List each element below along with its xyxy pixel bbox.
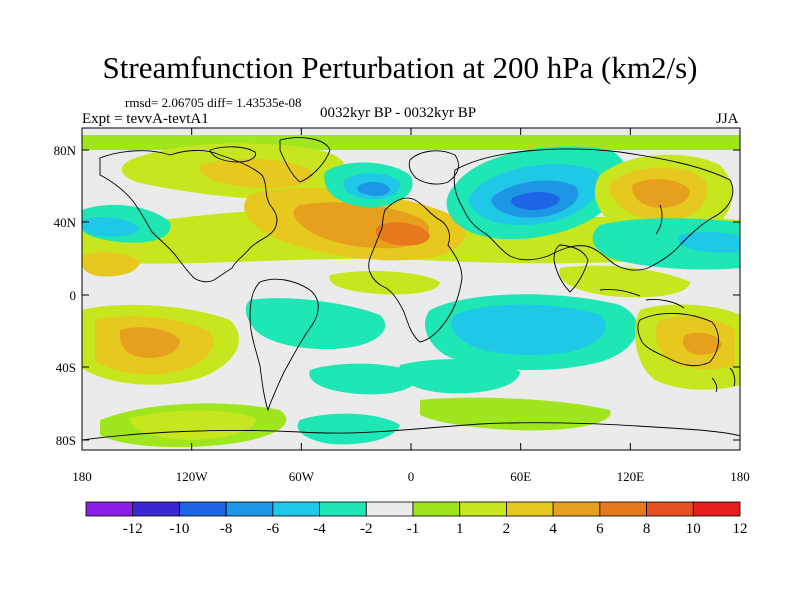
lon-tick-label: 0 <box>408 469 415 484</box>
colorbar-swatch <box>646 501 694 517</box>
colorbar-label: -4 <box>313 521 326 537</box>
colorbar-label: -2 <box>360 521 373 537</box>
colorbar-label: 12 <box>733 521 748 537</box>
colorbar-label: 6 <box>596 521 604 537</box>
coastlines <box>82 137 740 441</box>
colorbar-swatch <box>225 501 274 517</box>
lat-tick-label: 40N <box>54 215 77 230</box>
colorbar-swatch <box>459 501 507 517</box>
period-label: 0032kyr BP - 0032kyr BP <box>320 105 477 121</box>
lon-tick-label: 180 <box>72 469 92 484</box>
rmsd-diff-stats: rmsd= 2.06705 diff= 1.43535e-08 <box>125 95 302 110</box>
latitude-axis: 80N 40N 0 40S 80S <box>54 143 740 448</box>
season-label: JJA <box>716 111 739 127</box>
colorbar-swatch <box>506 501 554 517</box>
experiment-label: Expt = tevvA-tevtA1 <box>82 111 209 127</box>
colorbar-label: 8 <box>643 521 651 537</box>
lat-tick-label: 0 <box>70 288 77 303</box>
lat-tick-label: 40S <box>56 360 76 375</box>
lat-tick-label: 80S <box>56 433 76 448</box>
longitude-axis: 180 120W 60W 0 60E 120E 180 <box>72 128 750 484</box>
map-panel <box>81 127 741 451</box>
colorbar-swatch <box>85 501 134 517</box>
lon-tick-label: 60E <box>510 469 531 484</box>
colorbar-swatch <box>412 501 461 517</box>
colorbar-swatch <box>365 501 414 517</box>
colorbar-swatch <box>319 501 367 517</box>
colorbar-label: 4 <box>549 521 557 537</box>
colorbar-label: -8 <box>220 521 233 537</box>
colorbar-swatch <box>692 501 741 517</box>
lon-tick-label: 180 <box>730 469 750 484</box>
colorbar-swatch <box>599 501 647 517</box>
lon-tick-label: 60W <box>289 469 315 484</box>
lon-tick-label: 120E <box>617 469 645 484</box>
colorbar-swatch <box>132 501 180 517</box>
lon-tick-label: 120W <box>176 469 209 484</box>
colorbar-swatch <box>552 501 601 517</box>
colorbar-label: -6 <box>267 521 280 537</box>
colorbar-label: -10 <box>169 521 189 537</box>
colorbar-label: 10 <box>686 521 701 537</box>
colorbar-label: -12 <box>123 521 143 537</box>
colorbar-label: 2 <box>503 521 511 537</box>
colorbar-label: 1 <box>456 521 464 537</box>
lat-tick-label: 80N <box>54 143 77 158</box>
colorbar-label: -1 <box>407 521 420 537</box>
colorbar: -12 -10 -8 -6 -4 -2 -1 1 2 4 6 8 10 12 <box>85 501 748 537</box>
colorbar-swatch <box>179 501 227 517</box>
streamfunction-contours <box>82 135 740 448</box>
plot-title: Streamfunction Perturbation at 200 hPa (… <box>102 50 698 85</box>
colorbar-swatch <box>272 501 320 517</box>
